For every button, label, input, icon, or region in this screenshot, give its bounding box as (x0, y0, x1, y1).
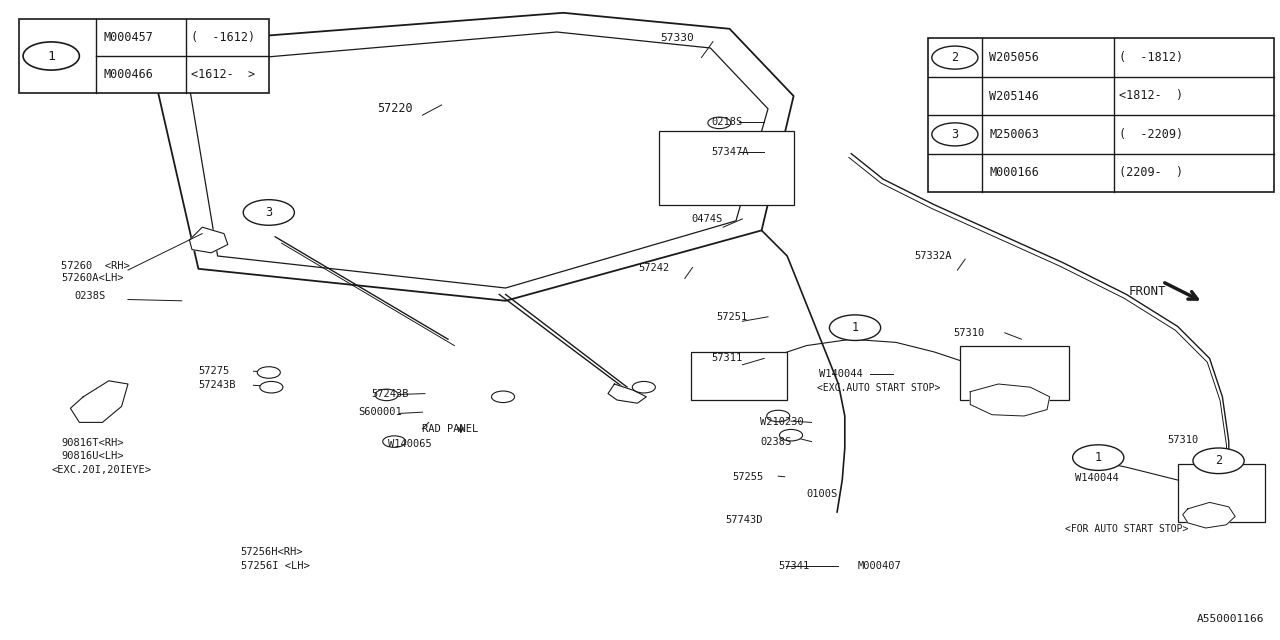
Circle shape (375, 389, 398, 401)
Text: 57251: 57251 (717, 312, 748, 322)
Text: 57243B: 57243B (198, 380, 236, 390)
Text: <EXC.AUTO START STOP>: <EXC.AUTO START STOP> (817, 383, 940, 394)
Circle shape (260, 381, 283, 393)
Text: 2: 2 (1215, 454, 1222, 467)
Text: 0238S: 0238S (760, 436, 791, 447)
Text: W210230: W210230 (760, 417, 804, 428)
Polygon shape (1183, 502, 1235, 528)
Text: 1: 1 (47, 49, 55, 63)
Polygon shape (608, 384, 646, 403)
Text: 57311: 57311 (712, 353, 742, 364)
Text: M000166: M000166 (989, 166, 1039, 179)
Circle shape (829, 315, 881, 340)
Bar (960, 346, 1069, 400)
Circle shape (383, 436, 406, 447)
Text: 57260A<LH>: 57260A<LH> (61, 273, 124, 284)
Text: 3: 3 (951, 128, 959, 141)
Polygon shape (70, 381, 128, 422)
Text: M250063: M250063 (989, 128, 1039, 141)
Text: 57743D: 57743D (726, 515, 763, 525)
Circle shape (780, 429, 803, 441)
Text: 90816T<RH>: 90816T<RH> (61, 438, 124, 448)
Text: FRONT: FRONT (1129, 285, 1166, 298)
Text: 57256I <LH>: 57256I <LH> (241, 561, 310, 572)
Text: A550001166: A550001166 (1197, 614, 1265, 624)
Text: (  -1612): ( -1612) (191, 31, 255, 44)
Circle shape (257, 367, 280, 378)
Circle shape (632, 381, 655, 393)
Text: 57347A: 57347A (712, 147, 749, 157)
Circle shape (23, 42, 79, 70)
Text: M000466: M000466 (104, 68, 154, 81)
Text: <1812-  ): <1812- ) (1119, 90, 1183, 102)
Text: W205146: W205146 (989, 90, 1039, 102)
Text: <EXC.20I,20IEYE>: <EXC.20I,20IEYE> (51, 465, 151, 476)
Text: 0474S: 0474S (691, 214, 722, 224)
Text: W140065: W140065 (388, 438, 431, 449)
Text: 57310: 57310 (954, 328, 984, 338)
Text: 0218S: 0218S (712, 116, 742, 127)
Text: 57332A: 57332A (914, 251, 951, 261)
Circle shape (492, 391, 515, 403)
Text: 57275: 57275 (198, 366, 229, 376)
Text: M000407: M000407 (858, 561, 901, 572)
Text: <FOR AUTO START STOP>: <FOR AUTO START STOP> (1065, 524, 1188, 534)
Text: 1: 1 (1094, 451, 1102, 464)
Text: 2: 2 (951, 51, 959, 64)
Bar (1178, 464, 1265, 522)
Text: <1612-  >: <1612- > (191, 68, 255, 81)
Text: 57256H<RH>: 57256H<RH> (241, 547, 303, 557)
Text: 1: 1 (851, 321, 859, 334)
Circle shape (1073, 445, 1124, 470)
Text: 0100S: 0100S (806, 489, 837, 499)
Text: (  -1812): ( -1812) (1119, 51, 1183, 64)
Text: W205056: W205056 (989, 51, 1039, 64)
Circle shape (932, 123, 978, 146)
Text: (2209-  ): (2209- ) (1119, 166, 1183, 179)
Polygon shape (970, 384, 1050, 416)
Text: 57341: 57341 (778, 561, 809, 572)
Text: 57260  <RH>: 57260 <RH> (61, 260, 131, 271)
Text: RAD PANEL: RAD PANEL (422, 424, 479, 434)
Text: W140044: W140044 (1075, 473, 1119, 483)
Bar (928, 38, 1274, 192)
Text: W140044: W140044 (819, 369, 863, 380)
Circle shape (243, 200, 294, 225)
Text: 90816U<LH>: 90816U<LH> (61, 451, 124, 461)
Text: 57330: 57330 (660, 33, 694, 44)
Circle shape (1193, 448, 1244, 474)
Bar (659, 131, 794, 205)
Text: 57220: 57220 (378, 102, 413, 115)
Circle shape (932, 46, 978, 69)
Text: 0238S: 0238S (74, 291, 105, 301)
Text: S600001: S600001 (358, 407, 402, 417)
Text: 57243B: 57243B (371, 388, 408, 399)
Bar (19, 19, 269, 93)
Bar (691, 352, 787, 400)
Polygon shape (189, 227, 228, 253)
Text: 3: 3 (265, 206, 273, 219)
Text: M000457: M000457 (104, 31, 154, 44)
Text: 57242: 57242 (639, 262, 669, 273)
Circle shape (708, 117, 731, 129)
Circle shape (767, 410, 790, 422)
Text: 57310: 57310 (1167, 435, 1198, 445)
Text: (  -2209): ( -2209) (1119, 128, 1183, 141)
Text: 57255: 57255 (732, 472, 763, 482)
